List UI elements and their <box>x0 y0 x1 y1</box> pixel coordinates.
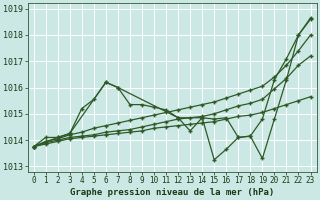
X-axis label: Graphe pression niveau de la mer (hPa): Graphe pression niveau de la mer (hPa) <box>70 188 274 197</box>
